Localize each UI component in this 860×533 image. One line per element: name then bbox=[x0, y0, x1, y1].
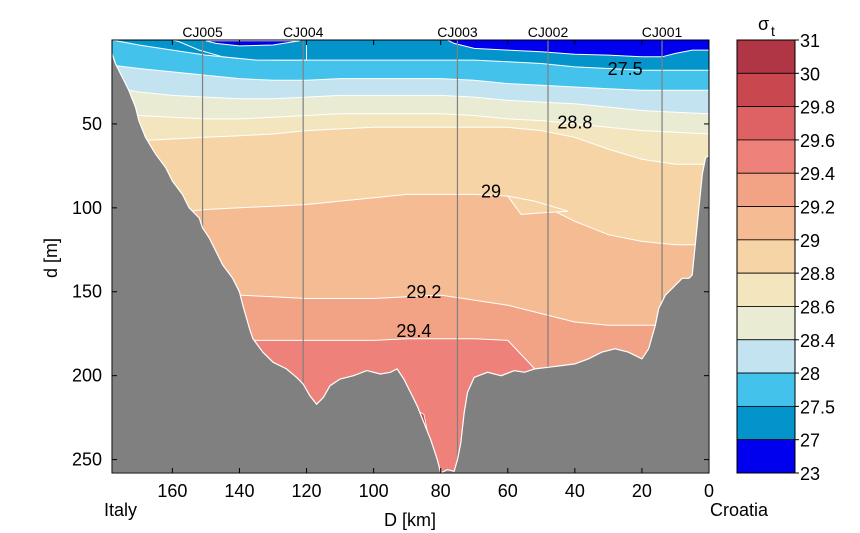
x-tick-label: 40 bbox=[565, 481, 585, 501]
y-tick-label: 150 bbox=[72, 282, 102, 302]
x-tick-label: 80 bbox=[431, 481, 451, 501]
x-tick-label: 0 bbox=[704, 481, 714, 501]
x-axis-label: D [km] bbox=[384, 510, 436, 530]
x-tick-label: 20 bbox=[632, 481, 652, 501]
colorbar-tick-label: 23 bbox=[800, 464, 820, 484]
left-annotation: Italy bbox=[104, 500, 137, 520]
contour-label: 29 bbox=[481, 181, 501, 201]
colorbar-tick-label: 28.8 bbox=[800, 264, 835, 284]
plot-frame bbox=[111, 39, 710, 474]
colorbar: 31 30 29.8 29.6 29.4 29.2 29 28.8 28.6 28.4 28 27.5… bbox=[736, 14, 835, 484]
station-label: CJ004 bbox=[283, 24, 324, 40]
colorbar-swatch bbox=[736, 405, 796, 441]
colorbar-title-subscript: t bbox=[771, 23, 775, 39]
colorbar-tick-label: 27.5 bbox=[800, 397, 835, 417]
colorbar-tick-label: 28.4 bbox=[800, 331, 835, 351]
contour-line bbox=[111, 193, 709, 246]
contour-line bbox=[111, 64, 709, 91]
colorbar-tick-label: 29 bbox=[800, 231, 820, 251]
density-band bbox=[205, 40, 300, 47]
x-tick-label: 120 bbox=[292, 481, 322, 501]
colorbar-tick-label: 29.8 bbox=[800, 98, 835, 118]
y-tick-label: 100 bbox=[72, 198, 102, 218]
x-tick-label: 60 bbox=[498, 481, 518, 501]
contour-label: 28.8 bbox=[557, 113, 592, 133]
right-annotation: Croatia bbox=[710, 500, 769, 520]
colorbar-tick-label: 29.4 bbox=[800, 164, 835, 184]
y-tick-label: 250 bbox=[72, 450, 102, 470]
colorbar-tick-label: 28 bbox=[800, 364, 820, 384]
density-band bbox=[506, 195, 569, 216]
contour-line bbox=[111, 113, 710, 135]
colorbar-tick-label: 28.6 bbox=[800, 297, 835, 317]
station-label: CJ002 bbox=[528, 24, 569, 40]
colorbar-swatch bbox=[736, 239, 796, 274]
bathymetry bbox=[111, 53, 710, 474]
y-axis-label: d [m] bbox=[41, 238, 61, 278]
colorbar-tick-label: 30 bbox=[800, 64, 820, 84]
contour-label: 29.4 bbox=[396, 321, 431, 341]
colorbar-swatch bbox=[736, 172, 796, 207]
colorbar-swatch bbox=[736, 106, 796, 141]
x-tick-label: 100 bbox=[359, 481, 389, 501]
contour-label: 29.2 bbox=[406, 282, 441, 302]
colorbar-title: σ bbox=[758, 14, 769, 34]
colorbar-tick-label: 27 bbox=[800, 431, 820, 451]
colorbar-tick-label: 29.2 bbox=[800, 198, 835, 218]
colorbar-swatch bbox=[736, 372, 796, 407]
density-band bbox=[447, 39, 710, 58]
y-tick-label: 200 bbox=[72, 366, 102, 386]
station-label: CJ001 bbox=[642, 24, 683, 40]
colorbar-tick-label: 29.6 bbox=[800, 131, 835, 151]
contour-line bbox=[111, 39, 709, 71]
x-tick-label: 140 bbox=[224, 481, 254, 501]
seafloor bbox=[111, 53, 710, 474]
contour-labels: 27.5 28.8 29 29.2 29.4 bbox=[396, 59, 642, 341]
station-label: CJ005 bbox=[182, 24, 223, 40]
colorbar-swatch bbox=[736, 139, 796, 174]
contour-label: 27.5 bbox=[608, 59, 643, 79]
contour-line bbox=[112, 126, 709, 165]
colorbar-swatch bbox=[736, 39, 796, 74]
colorbar-swatch bbox=[736, 439, 796, 474]
colorbar-frame bbox=[736, 39, 796, 474]
y-tick-label: 50 bbox=[82, 114, 102, 134]
colorbar-swatch bbox=[736, 72, 796, 108]
colorbar-swatch bbox=[736, 306, 796, 341]
station-label: CJ003 bbox=[437, 24, 478, 40]
colorbar-swatch bbox=[736, 272, 796, 307]
axes: 160 140 120 100 80 60 40 20 050100150200250CJ005… bbox=[41, 24, 769, 530]
colorbar-tick-label: 31 bbox=[800, 31, 820, 51]
colorbar-swatch bbox=[736, 206, 796, 241]
x-tick-label: 160 bbox=[157, 481, 187, 501]
colorbar-swatch bbox=[736, 339, 796, 374]
contour-line bbox=[111, 86, 710, 115]
